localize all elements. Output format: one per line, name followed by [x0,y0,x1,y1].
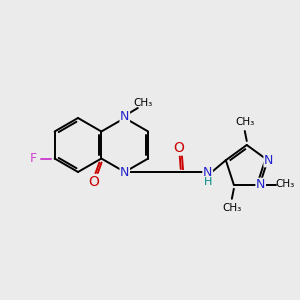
Text: N: N [203,166,212,178]
Text: N: N [120,110,130,124]
Text: F: F [30,152,37,165]
Text: CH₃: CH₃ [235,117,254,127]
Text: H: H [204,177,212,187]
Text: O: O [173,141,184,155]
Text: N: N [264,154,273,167]
Text: N: N [120,167,130,179]
Text: CH₃: CH₃ [133,98,152,108]
Text: CH₃: CH₃ [275,179,294,189]
Text: N: N [256,178,266,191]
Text: CH₃: CH₃ [222,203,242,213]
Text: O: O [88,175,99,188]
